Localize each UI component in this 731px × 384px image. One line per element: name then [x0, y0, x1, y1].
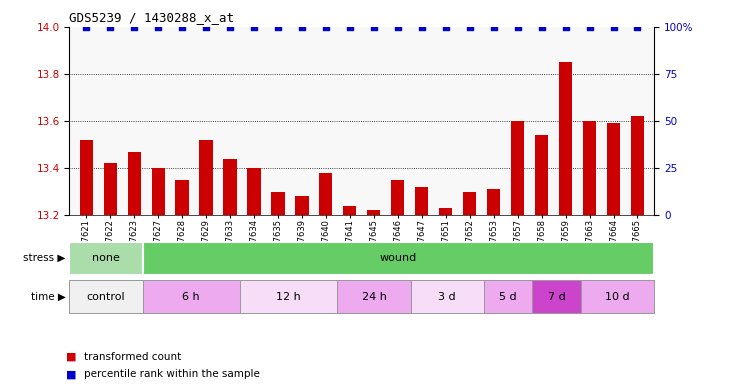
Bar — [487, 189, 500, 215]
Bar — [559, 62, 572, 215]
Bar — [532, 280, 581, 313]
Bar — [128, 152, 141, 215]
Point — [248, 24, 260, 30]
Bar — [69, 280, 143, 313]
Point — [152, 24, 164, 30]
Bar — [535, 135, 548, 215]
Point — [344, 24, 356, 30]
Point — [416, 24, 428, 30]
Bar — [367, 210, 380, 215]
Point — [607, 24, 619, 30]
Text: stress ▶: stress ▶ — [23, 253, 66, 263]
Bar — [511, 121, 524, 215]
Bar — [295, 196, 308, 215]
Text: 12 h: 12 h — [276, 291, 301, 302]
Point — [129, 24, 140, 30]
Text: ■: ■ — [66, 352, 76, 362]
Text: 24 h: 24 h — [362, 291, 387, 302]
Bar — [607, 123, 620, 215]
Bar — [338, 280, 411, 313]
Text: 7 d: 7 d — [548, 291, 566, 302]
Point — [583, 24, 595, 30]
Bar — [344, 205, 357, 215]
Text: 6 h: 6 h — [183, 291, 200, 302]
Text: GDS5239 / 1430288_x_at: GDS5239 / 1430288_x_at — [69, 12, 235, 25]
Point — [320, 24, 332, 30]
Point — [368, 24, 379, 30]
Point — [176, 24, 188, 30]
Text: ■: ■ — [66, 369, 76, 379]
Bar — [391, 180, 404, 215]
Bar — [240, 280, 338, 313]
Point — [105, 24, 116, 30]
Bar — [247, 168, 260, 215]
Bar — [104, 163, 117, 215]
Point — [296, 24, 308, 30]
Text: none: none — [92, 253, 120, 263]
Point — [272, 24, 284, 30]
Point — [512, 24, 523, 30]
Text: control: control — [87, 291, 125, 302]
Bar — [151, 168, 164, 215]
Bar — [271, 192, 284, 215]
Point — [632, 24, 643, 30]
Point — [80, 24, 92, 30]
Bar — [463, 192, 477, 215]
Bar — [80, 140, 93, 215]
Bar — [583, 121, 596, 215]
Bar — [631, 116, 644, 215]
Text: transformed count: transformed count — [84, 352, 181, 362]
Point — [440, 24, 452, 30]
Text: 3 d: 3 d — [439, 291, 456, 302]
Point — [224, 24, 236, 30]
Text: wound: wound — [380, 253, 417, 263]
Bar — [224, 159, 237, 215]
Bar — [69, 242, 143, 275]
Point — [560, 24, 572, 30]
Bar — [319, 173, 333, 215]
Bar — [143, 242, 654, 275]
Bar — [143, 280, 240, 313]
Point — [536, 24, 548, 30]
Text: 10 d: 10 d — [605, 291, 630, 302]
Bar — [484, 280, 532, 313]
Bar — [439, 208, 452, 215]
Text: time ▶: time ▶ — [31, 291, 66, 302]
Bar — [581, 280, 654, 313]
Bar — [411, 280, 484, 313]
Bar — [175, 180, 189, 215]
Point — [488, 24, 499, 30]
Point — [392, 24, 404, 30]
Point — [200, 24, 212, 30]
Point — [464, 24, 476, 30]
Bar — [200, 140, 213, 215]
Text: 5 d: 5 d — [499, 291, 517, 302]
Text: percentile rank within the sample: percentile rank within the sample — [84, 369, 260, 379]
Bar — [415, 187, 428, 215]
